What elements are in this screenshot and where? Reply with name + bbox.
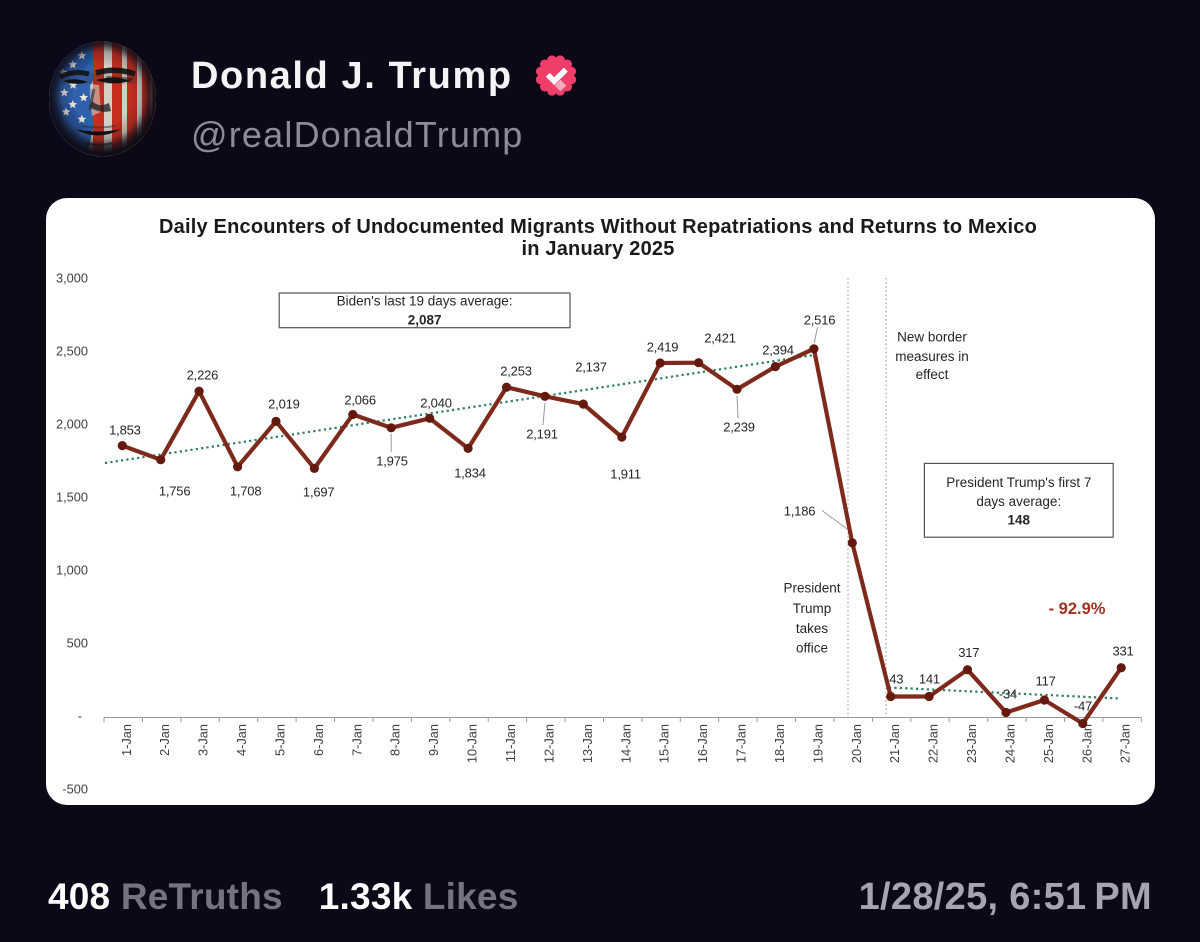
svg-text:22-Jan: 22-Jan — [926, 724, 941, 763]
svg-text:1,500: 1,500 — [56, 490, 88, 505]
svg-text:office: office — [796, 641, 828, 656]
svg-text:2,253: 2,253 — [500, 364, 532, 379]
svg-text:117: 117 — [1036, 674, 1056, 689]
svg-text:14-Jan: 14-Jan — [618, 724, 633, 763]
svg-text:effect: effect — [916, 367, 949, 382]
svg-text:500: 500 — [67, 635, 88, 650]
svg-text:6-Jan: 6-Jan — [311, 724, 326, 756]
svg-text:2,000: 2,000 — [56, 417, 88, 432]
svg-text:20-Jan: 20-Jan — [849, 724, 864, 763]
svg-text:2,394: 2,394 — [762, 343, 794, 358]
svg-text:19-Jan: 19-Jan — [810, 724, 825, 763]
svg-text:25-Jan: 25-Jan — [1041, 724, 1056, 763]
svg-text:2,421: 2,421 — [704, 331, 736, 346]
svg-text:President Trump's first 7: President Trump's first 7 — [946, 475, 1091, 490]
svg-text:1,186: 1,186 — [784, 504, 816, 519]
svg-text:13-Jan: 13-Jan — [580, 724, 595, 763]
svg-text:3-Jan: 3-Jan — [196, 724, 211, 756]
svg-text:1,853: 1,853 — [109, 423, 141, 438]
svg-text:1,697: 1,697 — [303, 485, 335, 500]
svg-text:16-Jan: 16-Jan — [695, 724, 710, 763]
svg-text:Trump: Trump — [793, 601, 832, 616]
svg-text:4-Jan: 4-Jan — [234, 724, 249, 756]
svg-text:1,756: 1,756 — [159, 484, 191, 499]
svg-text:2,191: 2,191 — [526, 427, 558, 442]
svg-text:1,975: 1,975 — [376, 454, 408, 469]
svg-text:317: 317 — [958, 645, 979, 660]
svg-text:-47: -47 — [1074, 699, 1092, 714]
svg-text:2,419: 2,419 — [647, 340, 679, 355]
svg-text:24-Jan: 24-Jan — [1003, 724, 1018, 763]
svg-text:-500: -500 — [62, 781, 88, 796]
svg-text:President: President — [783, 581, 840, 596]
svg-text:New border: New border — [897, 330, 967, 345]
svg-text:takes: takes — [796, 621, 829, 636]
svg-text:Daily Encounters of Undocument: Daily Encounters of Undocumented Migrant… — [159, 216, 1037, 238]
svg-text:12-Jan: 12-Jan — [541, 724, 556, 763]
svg-text:17-Jan: 17-Jan — [734, 724, 749, 763]
svg-text:-: - — [78, 708, 82, 723]
svg-text:2,040: 2,040 — [420, 396, 452, 411]
svg-text:26-Jan: 26-Jan — [1079, 724, 1094, 763]
svg-text:days average:: days average: — [976, 494, 1061, 509]
svg-text:2,500: 2,500 — [56, 344, 88, 359]
svg-text:5-Jan: 5-Jan — [273, 724, 288, 756]
svg-text:1,708: 1,708 — [230, 484, 262, 499]
svg-text:43: 43 — [889, 672, 903, 687]
svg-text:1-Jan: 1-Jan — [119, 724, 134, 756]
svg-text:9-Jan: 9-Jan — [426, 724, 441, 756]
svg-text:1,000: 1,000 — [56, 563, 88, 578]
svg-text:2,137: 2,137 — [575, 360, 607, 375]
svg-text:7-Jan: 7-Jan — [349, 724, 364, 756]
svg-text:18-Jan: 18-Jan — [772, 724, 787, 763]
svg-text:8-Jan: 8-Jan — [388, 724, 403, 756]
svg-text:331: 331 — [1112, 644, 1133, 659]
svg-text:11-Jan: 11-Jan — [503, 724, 518, 762]
svg-text:2,066: 2,066 — [344, 393, 376, 408]
svg-text:1,911: 1,911 — [610, 467, 641, 482]
svg-text:in January 2025: in January 2025 — [521, 238, 674, 260]
svg-text:2,516: 2,516 — [804, 313, 836, 328]
svg-text:1,834: 1,834 — [454, 466, 486, 481]
svg-text:Biden's last 19 days average:: Biden's last 19 days average: — [337, 294, 513, 309]
svg-text:2,239: 2,239 — [723, 420, 755, 435]
svg-text:3,000: 3,000 — [56, 271, 88, 286]
svg-text:15-Jan: 15-Jan — [657, 724, 672, 763]
svg-text:27-Jan: 27-Jan — [1118, 724, 1133, 763]
svg-text:21-Jan: 21-Jan — [887, 724, 902, 763]
svg-text:measures in: measures in — [895, 349, 969, 364]
svg-text:2,087: 2,087 — [408, 313, 442, 328]
svg-text:141: 141 — [919, 672, 940, 687]
svg-text:2,019: 2,019 — [268, 397, 300, 412]
svg-text:-34: -34 — [999, 687, 1017, 702]
svg-text:- 92.9%: - 92.9% — [1049, 600, 1106, 618]
svg-text:10-Jan: 10-Jan — [465, 724, 480, 763]
svg-text:2,226: 2,226 — [187, 368, 219, 383]
svg-text:23-Jan: 23-Jan — [964, 724, 979, 763]
svg-text:2-Jan: 2-Jan — [157, 724, 172, 756]
svg-text:148: 148 — [1008, 512, 1031, 527]
